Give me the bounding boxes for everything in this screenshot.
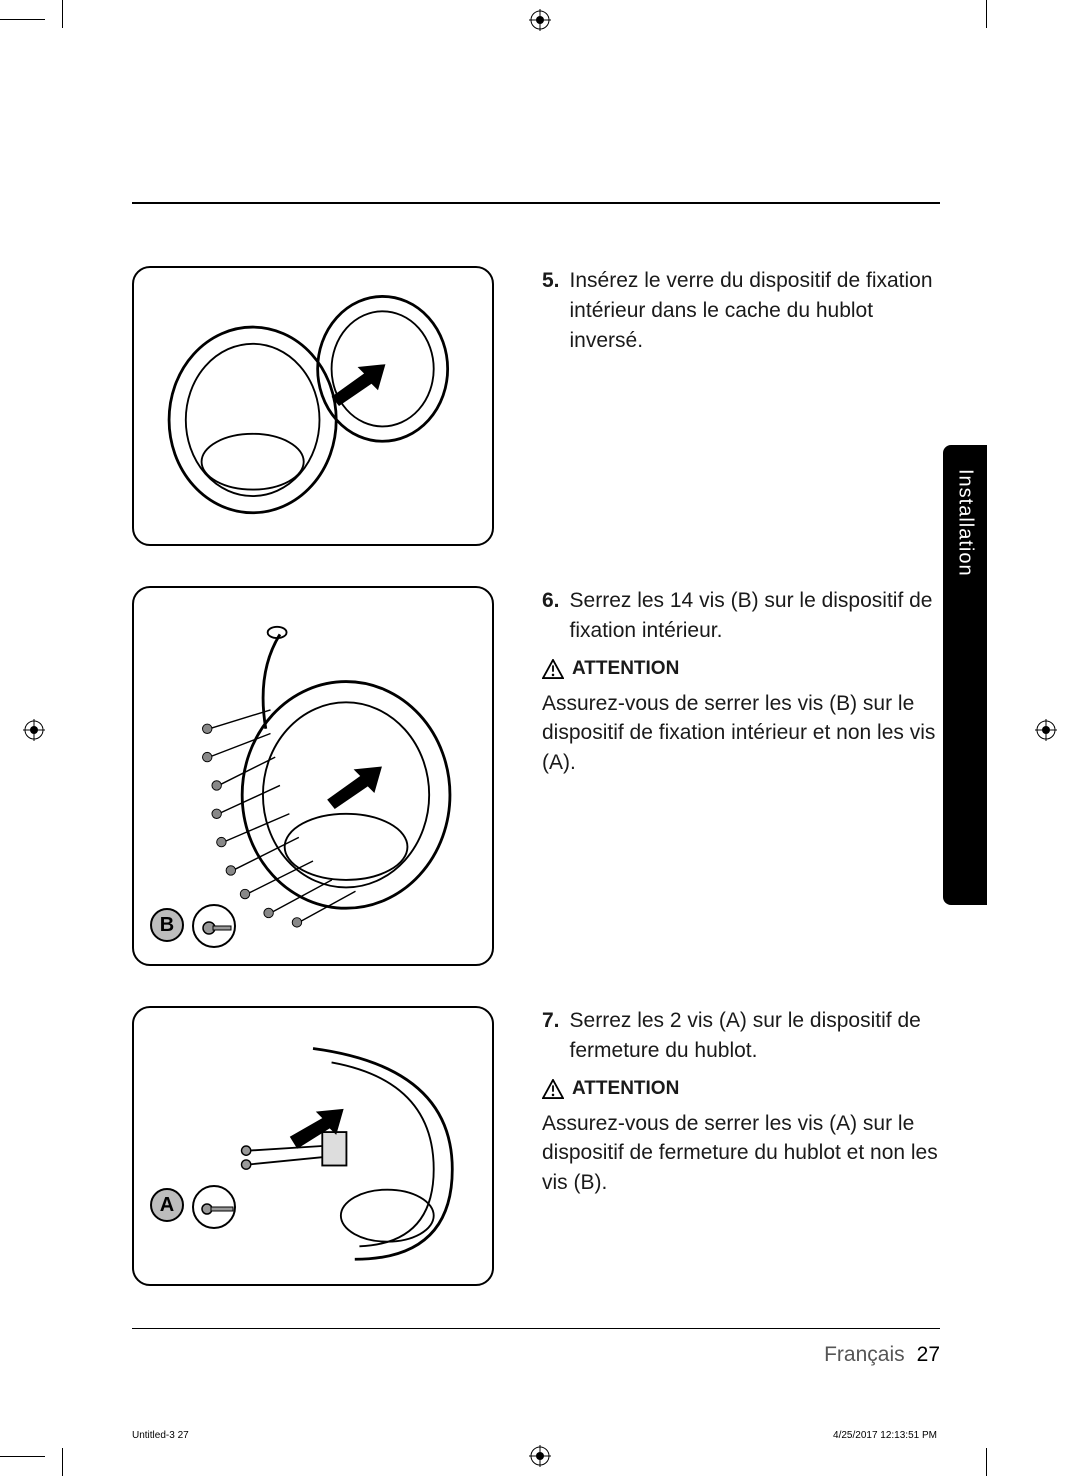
step-text: Insérez le verre du dispositif de fixati… bbox=[570, 266, 940, 355]
attention-note: Assurez-vous de serrer les vis (B) sur l… bbox=[542, 689, 940, 778]
step-text: Serrez les 2 vis (A) sur le dispositif d… bbox=[570, 1006, 940, 1066]
step-6: B 6. Serrez les 14 vis (B) sur le dispos… bbox=[132, 586, 940, 966]
step-number: 7. bbox=[542, 1006, 560, 1066]
screw-a-detail-icon bbox=[192, 1185, 236, 1229]
print-slug-left: Untitled-3 27 bbox=[132, 1430, 189, 1441]
attention-heading: ATTENTION bbox=[542, 1076, 940, 1103]
step-7-illustration: A bbox=[132, 1006, 494, 1286]
door-glass-illustration-icon bbox=[143, 276, 483, 536]
screw-b-detail-icon bbox=[192, 904, 236, 948]
section-tab: Installation bbox=[943, 445, 987, 905]
footer-page-number: 27 bbox=[917, 1343, 940, 1367]
attention-label: ATTENTION bbox=[572, 1076, 679, 1103]
step-5-illustration bbox=[132, 266, 494, 546]
page-footer: Français 27 bbox=[132, 1328, 940, 1367]
section-tab-label: Installation bbox=[954, 469, 977, 577]
registration-mark-icon bbox=[23, 719, 45, 741]
step-text: Serrez les 14 vis (B) sur le dispositif … bbox=[570, 586, 940, 646]
crop-mark bbox=[0, 19, 45, 20]
step-5-text: 5. Insérez le verre du dispositif de fix… bbox=[542, 266, 940, 355]
attention-note: Assurez-vous de serrer les vis (A) sur l… bbox=[542, 1109, 940, 1198]
attention-label: ATTENTION bbox=[572, 656, 679, 683]
door-latch-illustration-icon bbox=[143, 1016, 483, 1276]
warning-icon bbox=[542, 659, 564, 679]
step-7: A 7. Serrez les 2 vis (A) sur le disposi… bbox=[132, 1006, 940, 1286]
step-number: 6. bbox=[542, 586, 560, 646]
attention-heading: ATTENTION bbox=[542, 656, 940, 683]
registration-mark-icon bbox=[1035, 719, 1057, 741]
content-area: 5. Insérez le verre du dispositif de fix… bbox=[132, 202, 940, 1367]
crop-mark bbox=[0, 1456, 45, 1457]
warning-icon bbox=[542, 1079, 564, 1099]
step-number: 5. bbox=[542, 266, 560, 355]
step-7-text: 7. Serrez les 2 vis (A) sur le dispositi… bbox=[542, 1006, 940, 1198]
callout-a: A bbox=[150, 1188, 184, 1222]
screw-fixation-illustration-icon bbox=[143, 596, 483, 956]
page-area: Installation 5. Insérez le verre du disp… bbox=[62, 19, 987, 1457]
footer-language: Français bbox=[824, 1343, 905, 1367]
step-5: 5. Insérez le verre du dispositif de fix… bbox=[132, 266, 940, 546]
step-6-text: 6. Serrez les 14 vis (B) sur le disposit… bbox=[542, 586, 940, 778]
callout-b: B bbox=[150, 908, 184, 942]
print-slug-right: 4/25/2017 12:13:51 PM bbox=[833, 1430, 937, 1441]
step-6-illustration: B bbox=[132, 586, 494, 966]
